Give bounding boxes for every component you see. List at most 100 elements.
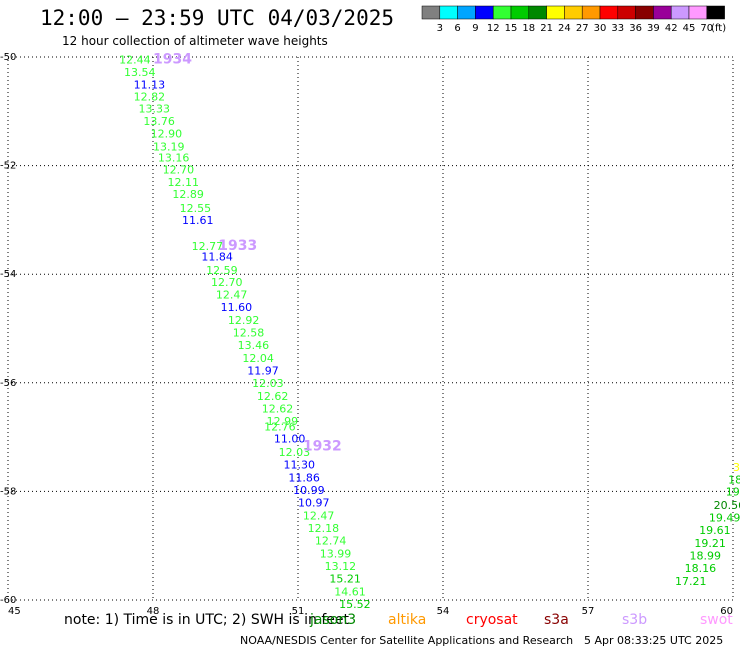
- satellite-legend: jason3 altika cryosat s3a s3b swot: [0, 612, 740, 632]
- wave-height-label: 13.46: [238, 339, 269, 352]
- wave-height-label: 12.47: [303, 510, 335, 523]
- wave-height-label: 12.58: [233, 327, 265, 340]
- color-scale-label: 24: [558, 23, 571, 34]
- wave-height-label: 12.18: [308, 522, 340, 535]
- wave-height-label: 12.76: [264, 421, 296, 434]
- color-scale-unit: (ft): [711, 23, 726, 34]
- color-scale-label: 39: [647, 23, 660, 34]
- wave-height-label: 13.76: [143, 115, 175, 128]
- y-tick-label: -56: [0, 378, 16, 389]
- wave-height-label: 12.70: [163, 164, 195, 177]
- wave-height-label: 11.61: [182, 214, 214, 227]
- legend-altika: altika: [388, 612, 427, 628]
- wave-height-label: 13.99: [320, 548, 352, 561]
- wave-height-label: 14.61: [334, 586, 366, 599]
- wave-height-label: 12.74: [315, 535, 347, 548]
- wave-height-label: 12.89: [172, 188, 204, 201]
- color-scale-label: 6: [454, 23, 460, 34]
- color-scale-label: 21: [540, 23, 553, 34]
- wave-height-label: 17.21: [675, 575, 707, 588]
- footer-organization: NOAA/NESDIS Center for Satellite Applica…: [240, 634, 574, 647]
- wave-height-label: 13.16: [158, 151, 190, 164]
- wave-height-label: 10.99: [293, 484, 325, 497]
- color-scale-label: 42: [665, 23, 678, 34]
- color-swatch: [706, 5, 725, 20]
- color-scale-label: 33: [611, 23, 624, 34]
- wave-height-label: 12.62: [257, 390, 289, 403]
- legend-swot: swot: [700, 612, 733, 628]
- map-subtitle: 12 hour collection of altimeter wave hei…: [62, 34, 328, 48]
- wave-height-label: 12.03: [252, 377, 283, 390]
- map-frame: [7, 56, 734, 601]
- color-scale-label: 9: [472, 23, 478, 34]
- legend-jason3: jason3: [310, 612, 357, 628]
- wave-height-label: 12.04: [242, 352, 274, 365]
- legend-s3a: s3a: [544, 612, 569, 628]
- y-tick-label: -58: [0, 486, 16, 497]
- wave-height-label: 11.97: [247, 365, 279, 378]
- track-id-label: 1934: [153, 52, 192, 68]
- color-scale-label: 18: [522, 23, 535, 34]
- wave-height-label: 12.44: [119, 54, 150, 67]
- y-tick-label: -52: [0, 161, 16, 172]
- wave-height-label: 12.92: [228, 314, 260, 327]
- wave-height-label: 15.21: [329, 573, 361, 586]
- wave-height-label: 11.86: [288, 472, 320, 485]
- color-scale-label: 70: [700, 23, 713, 34]
- color-scale-label: 27: [576, 23, 589, 34]
- legend-cryosat: cryosat: [466, 612, 518, 628]
- wave-height-label: 12.55: [180, 202, 212, 215]
- wave-height-label: 18.16: [685, 562, 717, 575]
- wave-height-label: 10.97: [298, 497, 330, 510]
- wave-height-label: 11.00: [274, 433, 306, 446]
- wave-height-label: 11.30: [284, 459, 316, 472]
- y-tick-label: -50: [0, 52, 16, 63]
- wave-height-label: 12.99: [267, 415, 299, 428]
- wave-height-label: 12.11: [168, 176, 200, 189]
- wave-height-label: 13.54: [124, 66, 156, 79]
- wave-height-label: 12.82: [134, 90, 166, 103]
- wave-height-label: 19.0: [726, 486, 740, 499]
- wave-height-label: 12.90: [151, 127, 183, 140]
- color-scale-label: 3: [437, 23, 443, 34]
- wave-height-label: 18.: [728, 473, 740, 486]
- wave-height-label: 15.52: [339, 598, 371, 611]
- color-scale-label: 15: [505, 23, 518, 34]
- x-tick-label: 48: [147, 606, 160, 617]
- wave-height-label: 12.77: [192, 240, 224, 253]
- wave-height-label: 11.84: [201, 251, 233, 264]
- color-scale-label: 12: [487, 23, 500, 34]
- wave-height-label: 3: [733, 461, 740, 474]
- x-tick-label: 54: [437, 606, 450, 617]
- wave-height-label: 12.03: [279, 446, 311, 459]
- x-tick-label: 51: [292, 606, 305, 617]
- y-tick-label: -54: [0, 269, 16, 280]
- map-title: 12:00 – 23:59 UTC 04/03/2025: [40, 6, 395, 30]
- color-scale-label: 30: [594, 23, 607, 34]
- x-tick-label: 45: [8, 606, 21, 617]
- color-scale-bar: 3 6 9 12 15 18 21 24 27 30 33 36 39 42 45 70(ft): [421, 5, 726, 34]
- wave-height-label: 19.21: [694, 537, 726, 550]
- y-tick-label: -60: [0, 595, 16, 606]
- wave-height-label: 12.62: [262, 403, 294, 416]
- wave-height-label: 11.60: [221, 301, 253, 314]
- wave-height-label: 13.33: [139, 102, 171, 115]
- wave-height-label: 18.99: [690, 549, 722, 562]
- color-scale-label: 36: [629, 23, 642, 34]
- wave-height-label: 13.12: [325, 560, 357, 573]
- legend-s3b: s3b: [622, 612, 648, 628]
- x-tick-label: 60: [720, 606, 733, 617]
- wave-height-label: 12.70: [211, 276, 243, 289]
- track-id-label: 1932: [303, 439, 342, 455]
- wave-height-label: 20.56: [714, 499, 740, 512]
- color-scale-label: 45: [683, 23, 696, 34]
- wave-height-label: 11.13: [134, 78, 166, 91]
- x-tick-label: 57: [582, 606, 595, 617]
- wave-height-label: 12.59: [206, 264, 238, 277]
- wave-height-label: 19.49: [709, 511, 740, 524]
- track-id-label: 1933: [218, 238, 257, 254]
- footer-timestamp: 5 Apr 08:33:25 UTC 2025: [584, 634, 724, 647]
- note-text: note: 1) Time is in UTC; 2) SWH is in fe…: [64, 612, 350, 628]
- wave-height-label: 12.47: [216, 289, 248, 302]
